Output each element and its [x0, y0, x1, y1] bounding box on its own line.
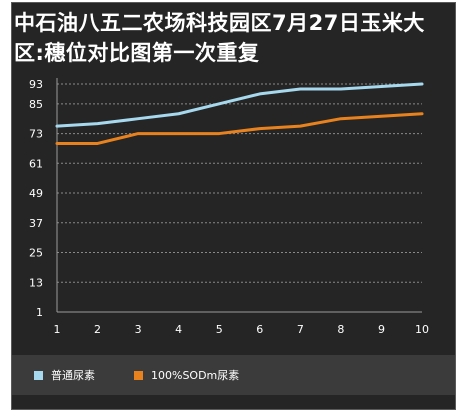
chart-frame: [11, 2, 456, 410]
x-tick-label: 9: [378, 323, 385, 336]
y-tick-label: 1: [36, 306, 43, 319]
legend-item-series-1: 普通尿素: [34, 367, 95, 383]
y-tick-label: 73: [29, 128, 43, 141]
y-tick-label: 37: [29, 217, 43, 230]
x-tick-label: 8: [337, 323, 344, 336]
y-tick-label: 13: [29, 276, 43, 289]
y-tick-label: 25: [29, 247, 43, 260]
legend-item-series-2: 100%SODm尿素: [134, 367, 239, 383]
y-tick-label: 85: [29, 98, 43, 111]
legend-label-series-2: 100%SODm尿素: [151, 369, 240, 382]
x-tick-label: 5: [216, 323, 223, 336]
x-tick-label: 6: [256, 323, 263, 336]
x-tick-label: 4: [175, 323, 182, 336]
x-tick-label: 1: [54, 323, 61, 336]
legend-label-series-1: 普通尿素: [51, 369, 95, 382]
y-tick-label: 49: [29, 187, 43, 200]
x-tick-label: 10: [415, 323, 429, 336]
legend-swatch-series-2: [134, 370, 143, 380]
x-tick-label: 2: [94, 323, 101, 336]
y-tick-label: 61: [29, 157, 43, 170]
chart-title: 中石油八五二农场科技园区7月27日玉米大区:穗位对比图第一次重复: [14, 11, 425, 65]
series-line-1: [55, 82, 424, 128]
series-line-2: [55, 112, 424, 145]
chart-legend: 普通尿素 100%SODm尿素: [12, 355, 455, 395]
legend-swatch-series-1: [34, 370, 43, 380]
x-tick-label: 3: [135, 323, 142, 336]
y-tick-label: 93: [29, 78, 43, 91]
x-tick-label: 7: [297, 323, 304, 336]
